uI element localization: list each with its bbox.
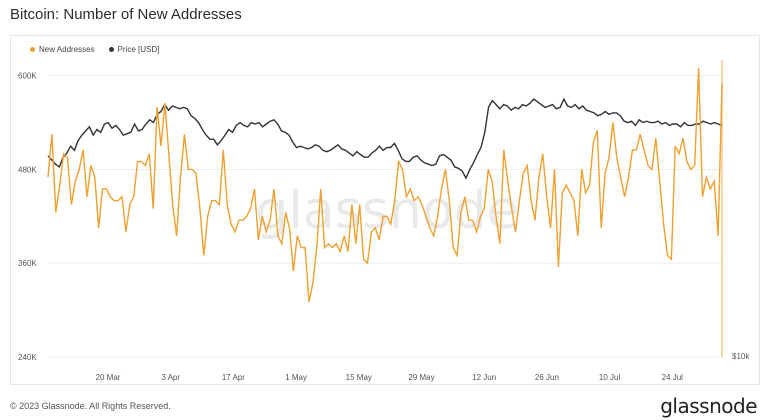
- x-tick-label: 3 Apr: [161, 373, 180, 382]
- x-axis: 20 Mar 3 Apr 17 Apr 1 May 15 May 29 May 12 Jun…: [96, 373, 684, 382]
- legend: New Addresses Price [USD]: [30, 45, 159, 54]
- y-tick-label: 480K: [18, 165, 37, 174]
- x-tick-label: 29 May: [408, 373, 434, 382]
- series-line-new-addresses: [47, 67, 723, 303]
- watermark: glassnode: [255, 181, 518, 241]
- y-tick-label: 240K: [18, 353, 37, 362]
- x-tick-label: 24 Jul: [662, 373, 684, 382]
- x-tick-label: 26 Jun: [535, 373, 559, 382]
- x-tick-label: 20 Mar: [96, 373, 121, 382]
- footer-copyright: © 2023 Glassnode. All Rights Reserved.: [10, 401, 171, 411]
- chart-title: Bitcoin: Number of New Addresses: [10, 6, 242, 23]
- x-tick-label: 12 Jun: [472, 373, 496, 382]
- chart-frame: [10, 35, 760, 385]
- x-tick-label: 17 Apr: [222, 373, 245, 382]
- legend-dot-price: [108, 47, 114, 52]
- y-tick-label: 600K: [18, 72, 37, 81]
- legend-item-new-addresses[interactable]: New Addresses: [30, 45, 95, 54]
- x-tick-label: 10 Jul: [599, 373, 621, 382]
- y-tick-label: 360K: [18, 259, 37, 268]
- gridlines: [48, 75, 722, 358]
- y-axis-left: 240K 360K 480K 600K: [18, 72, 37, 362]
- brand-logo[interactable]: glassnode: [660, 394, 757, 418]
- x-tick-label: 1 May: [285, 373, 307, 382]
- legend-label-new-addresses: New Addresses: [39, 45, 95, 54]
- series-line-price: [47, 97, 723, 180]
- legend-item-price[interactable]: Price [USD]: [108, 45, 160, 54]
- x-tick-label: 15 May: [346, 373, 372, 382]
- y-axis-right-tick: $10k: [732, 352, 750, 361]
- legend-label-price: Price [USD]: [117, 45, 160, 54]
- legend-dot-new-addresses: [30, 47, 35, 52]
